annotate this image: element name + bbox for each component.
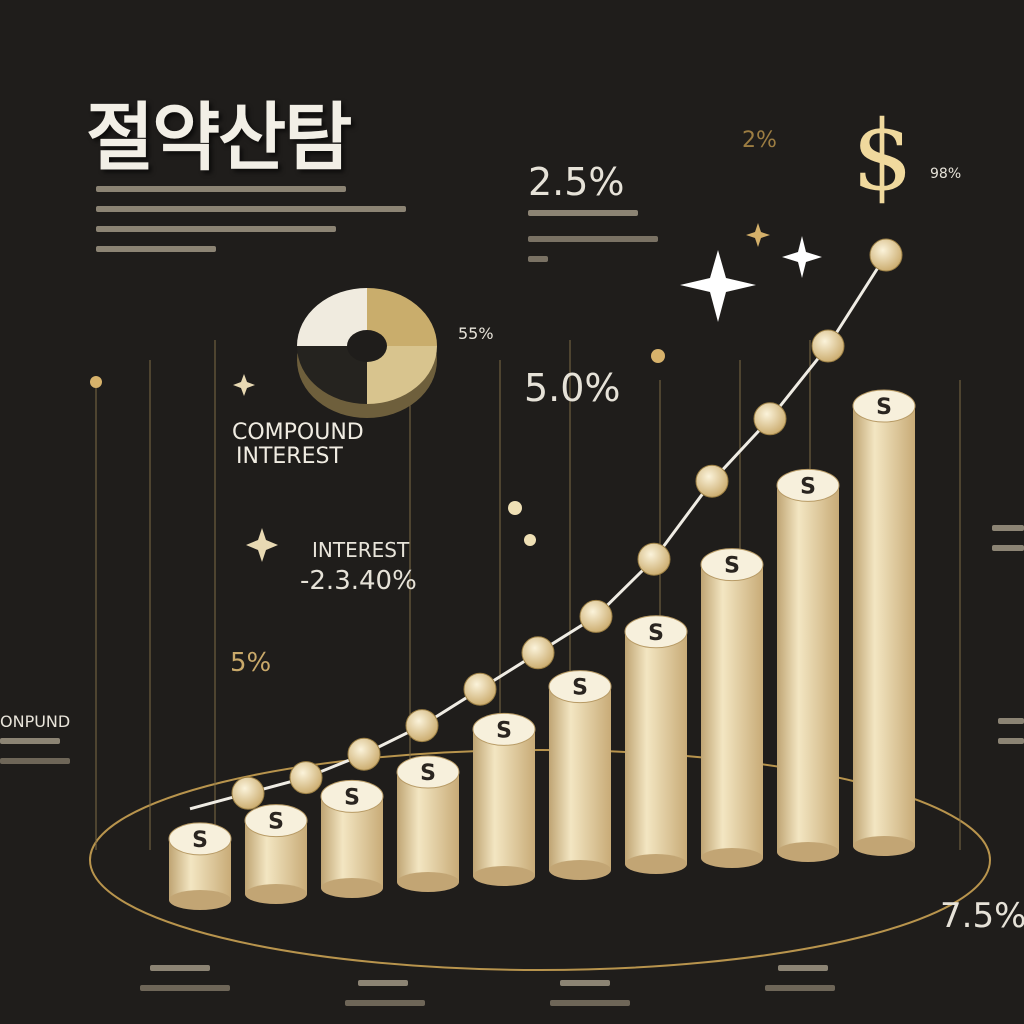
bar-currency-label: S <box>344 785 360 810</box>
filler-text <box>96 226 336 232</box>
base-ellipse <box>89 749 991 971</box>
dollar-icon: $ <box>852 100 914 212</box>
dot <box>651 349 665 363</box>
filler-text <box>992 545 1024 551</box>
filler-text <box>0 738 60 744</box>
line-point <box>579 599 613 633</box>
bar-currency-label: S <box>572 676 588 701</box>
rate-annotation: 5.0% <box>524 366 621 410</box>
pie-label-compound: COMPOUND <box>232 420 364 445</box>
filler-text <box>528 210 638 216</box>
dot <box>524 534 536 546</box>
page-title: 절약산탐 <box>86 95 352 181</box>
pie-label-interest: INTEREST <box>236 444 343 469</box>
filler-text <box>528 256 548 262</box>
bar-currency-label: S <box>268 810 284 835</box>
bar: S <box>624 615 688 874</box>
bar-currency-label: S <box>648 621 664 646</box>
filler-text <box>140 985 230 991</box>
filler-text <box>550 1000 630 1006</box>
bar: S <box>396 755 460 892</box>
line-point <box>289 761 323 795</box>
filler-text <box>560 980 610 986</box>
pie-caption: 55% <box>458 324 494 343</box>
bar-currency-label: S <box>496 718 512 743</box>
bar: S <box>168 822 232 910</box>
rate-annotation: -2.3.40% <box>300 566 417 596</box>
filler-text <box>150 965 210 971</box>
sparkle-icon <box>746 223 770 247</box>
filler-text <box>345 1000 425 1006</box>
bar-currency-label: S <box>724 554 740 579</box>
filler-text <box>0 758 70 764</box>
line-point <box>463 672 497 706</box>
rate-annotation: 7.5% <box>940 896 1024 936</box>
bar-currency-label: S <box>876 395 892 420</box>
rate-annotation: 98% <box>930 166 962 182</box>
filler-text <box>992 525 1024 531</box>
bar-currency-label: S <box>420 761 436 786</box>
bars-group: S S S S S S S S S S <box>168 389 916 910</box>
rate-annotation: 2% <box>742 128 777 153</box>
line-point <box>405 709 439 743</box>
side-label: ONPUND <box>0 712 71 731</box>
pie-chart <box>297 288 437 418</box>
sparkle-icon <box>246 528 278 562</box>
bar: S <box>700 548 764 868</box>
bar: S <box>776 468 840 862</box>
filler-text <box>96 186 346 192</box>
filler-text <box>765 985 835 991</box>
rate-annotation: 2.5% <box>528 160 625 204</box>
filler-text <box>778 965 828 971</box>
interest-label: INTEREST <box>312 538 410 562</box>
sparkle-icon <box>782 236 822 278</box>
dot <box>508 501 522 515</box>
line-point <box>347 737 381 771</box>
bar: S <box>852 389 916 856</box>
line-point <box>695 464 729 498</box>
bar: S <box>548 670 612 880</box>
line-point <box>637 542 671 576</box>
line-point <box>811 329 845 363</box>
line-points <box>231 238 903 810</box>
bar: S <box>472 712 536 886</box>
bar: S <box>244 804 308 904</box>
line-point <box>869 238 903 272</box>
line-point <box>521 636 555 670</box>
bar-currency-label: S <box>800 474 816 499</box>
rate-annotation: 5% <box>230 648 272 678</box>
dot <box>90 376 102 388</box>
sparkle-icon <box>680 250 756 322</box>
line-point <box>753 402 787 436</box>
line-point <box>231 776 265 810</box>
filler-text <box>998 718 1024 724</box>
filler-text <box>528 236 658 242</box>
bar-currency-label: S <box>192 828 208 853</box>
filler-text <box>96 246 216 252</box>
filler-text <box>358 980 408 986</box>
bar: S <box>320 779 384 898</box>
filler-text <box>998 738 1024 744</box>
sparkle-icon <box>233 374 255 396</box>
filler-text <box>96 206 406 212</box>
